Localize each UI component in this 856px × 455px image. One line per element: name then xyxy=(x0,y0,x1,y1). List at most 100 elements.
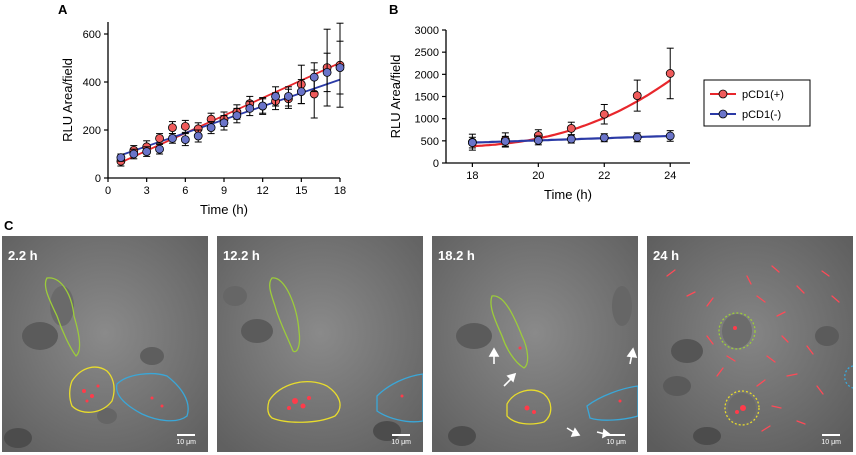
micrograph-image xyxy=(647,236,853,452)
cell xyxy=(241,319,273,343)
cell xyxy=(223,286,247,306)
data-point xyxy=(193,131,203,141)
data-point xyxy=(206,123,216,132)
data-point xyxy=(322,68,332,77)
legend-marker xyxy=(718,109,728,119)
data-point xyxy=(309,72,319,82)
cell xyxy=(140,347,164,365)
cell-outline-yellow xyxy=(506,389,552,425)
x-tick-label: 9 xyxy=(221,185,227,197)
x-tick-label: 0 xyxy=(105,185,111,197)
y-axis-label: RLU Area/field xyxy=(60,58,75,142)
data-point xyxy=(142,147,152,157)
x-tick-label: 20 xyxy=(532,170,544,182)
x-tick-label: 12 xyxy=(257,185,269,197)
scale-bar xyxy=(607,434,625,436)
data-point xyxy=(599,109,609,119)
cell-outline-blue xyxy=(586,385,638,421)
data-point xyxy=(665,69,675,78)
x-tick-label: 3 xyxy=(144,185,150,197)
data-point xyxy=(155,133,164,143)
micrograph-2h: 2.2 h 10 μm xyxy=(2,236,208,452)
data-point xyxy=(155,144,164,154)
data-point xyxy=(116,153,126,163)
legend-marker xyxy=(718,89,728,99)
y-tick-label: 200 xyxy=(83,125,101,137)
y-axis-label: RLU Area/field xyxy=(388,55,403,139)
cell xyxy=(22,322,58,350)
data-point xyxy=(245,104,255,113)
cell-outline-yellow xyxy=(267,381,341,423)
cell xyxy=(448,426,476,446)
cell xyxy=(373,421,401,441)
x-tick-label: 22 xyxy=(598,170,610,182)
time-label: 24 h xyxy=(653,248,680,263)
cell xyxy=(97,408,117,424)
data-point xyxy=(271,92,280,101)
micrograph-24h: 24 h 10 μm xyxy=(647,236,853,452)
legend-label: pCD1(-) xyxy=(742,109,781,121)
y-tick-label: 0 xyxy=(433,158,439,170)
scale-bar xyxy=(392,434,410,436)
y-tick-label: 600 xyxy=(83,29,101,41)
micrograph-image xyxy=(432,236,638,452)
data-point xyxy=(665,131,675,141)
cell xyxy=(693,427,721,445)
data-point xyxy=(168,123,177,132)
cell-outline-blue xyxy=(376,373,423,423)
y-tick-label: 1500 xyxy=(415,92,439,104)
scale-label: 10 μm xyxy=(821,439,841,446)
cell-outline-yellow xyxy=(69,366,115,413)
data-point xyxy=(566,134,576,144)
data-point xyxy=(219,118,229,128)
fit-line xyxy=(120,78,341,157)
x-axis-label: Time (h) xyxy=(544,187,592,202)
time-label: 12.2 h xyxy=(223,248,260,263)
data-point xyxy=(500,136,510,146)
data-point xyxy=(232,111,242,120)
data-point xyxy=(533,135,543,145)
scale-label: 10 μm xyxy=(176,439,196,446)
panel-label-b: B xyxy=(389,2,399,17)
cell xyxy=(50,286,74,326)
cell xyxy=(456,323,492,349)
data-point xyxy=(258,101,268,111)
data-point xyxy=(180,122,190,131)
x-axis-label: Time (h) xyxy=(200,202,248,217)
scale-label: 10 μm xyxy=(391,439,411,446)
data-point xyxy=(632,91,642,101)
cell xyxy=(4,428,32,448)
cell-outline-green xyxy=(44,277,81,357)
data-point xyxy=(129,149,139,159)
legend-label: pCD1(+) xyxy=(742,89,784,101)
time-label: 2.2 h xyxy=(8,248,38,263)
y-tick-label: 400 xyxy=(83,77,101,89)
panel-label-a: A xyxy=(58,2,68,17)
x-tick-label: 24 xyxy=(664,170,676,182)
data-point xyxy=(180,135,190,145)
cell xyxy=(663,376,691,396)
cell-outline-yellow xyxy=(724,390,760,426)
y-tick-label: 2500 xyxy=(415,47,439,59)
cell-outline-blue xyxy=(115,373,189,422)
bacteria xyxy=(666,265,840,432)
data-point xyxy=(335,63,345,72)
data-point xyxy=(296,87,306,96)
y-tick-label: 0 xyxy=(95,173,101,185)
y-tick-label: 2000 xyxy=(415,69,439,81)
cell xyxy=(671,339,703,363)
fit-line xyxy=(120,61,341,164)
micrograph-18h: 18.2 h 10 μm xyxy=(432,236,638,452)
cell xyxy=(612,286,632,326)
data-point xyxy=(467,138,477,148)
x-tick-label: 18 xyxy=(334,185,346,197)
micrograph-image xyxy=(2,236,208,452)
data-point xyxy=(168,133,177,143)
data-point xyxy=(566,124,576,133)
y-tick-label: 1000 xyxy=(415,114,439,126)
legend-box xyxy=(703,79,811,127)
data-point xyxy=(599,133,609,143)
scale-bar xyxy=(177,434,195,436)
